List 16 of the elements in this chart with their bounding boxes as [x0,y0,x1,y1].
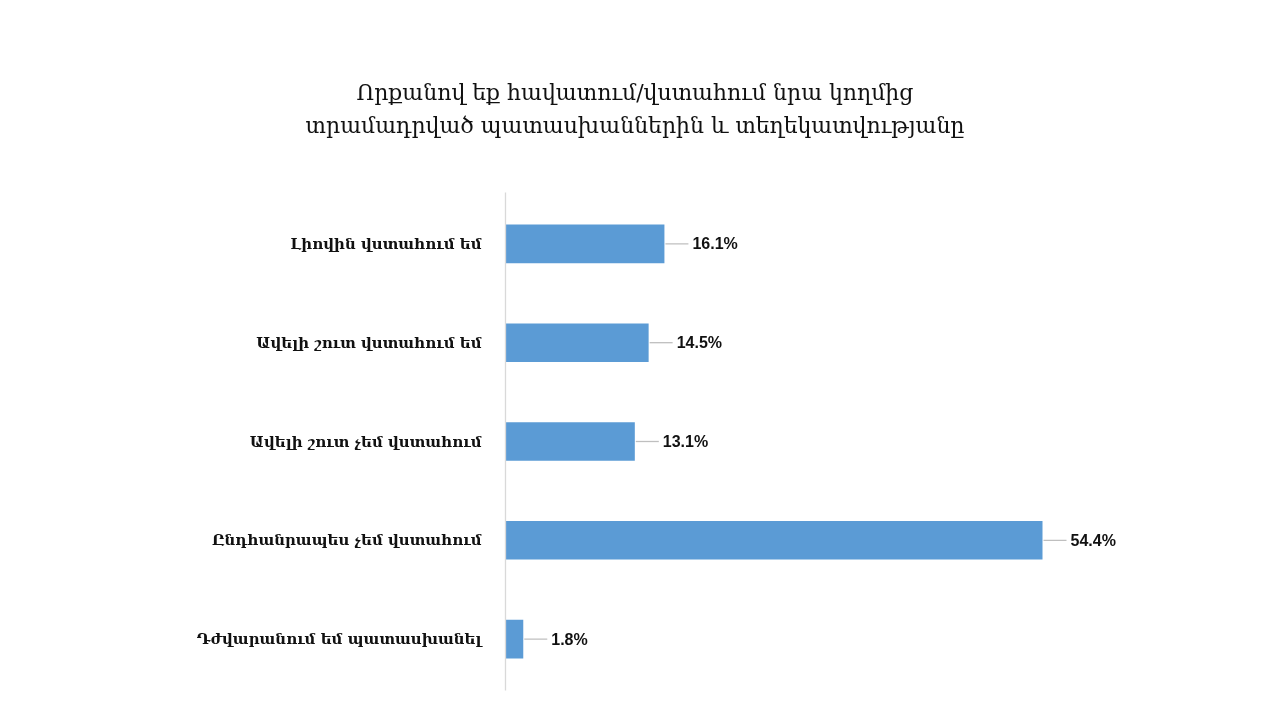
bar [505,323,649,362]
data-label: 1.8% [551,630,588,648]
y-tick-label: Ընդհանրապես չեմ վստահում [212,531,482,550]
data-label: 54.4% [1070,531,1116,549]
y-tick-label: Դժվարանում եմ պատասխանել [196,630,484,649]
data-label: 13.1% [662,433,709,450]
data-label: 16.1% [692,235,738,253]
chart-title: Որքանով եք հավատում/վստահում նրա կողմից տրամադրված պատասխաններին և տեղեկատվությանը [304,79,966,140]
y-tick-label: Ավելի շուտ չեմ վստահում [249,432,482,451]
bar [505,619,524,659]
bar [505,224,665,264]
y-tick-label: Ավելի շուտ վստահում եմ [256,333,482,352]
bar [505,521,1043,560]
data-label: 14.5% [676,334,723,352]
bar [505,422,635,461]
y-tick-label: Լիովին վստահում եմ [290,234,482,253]
